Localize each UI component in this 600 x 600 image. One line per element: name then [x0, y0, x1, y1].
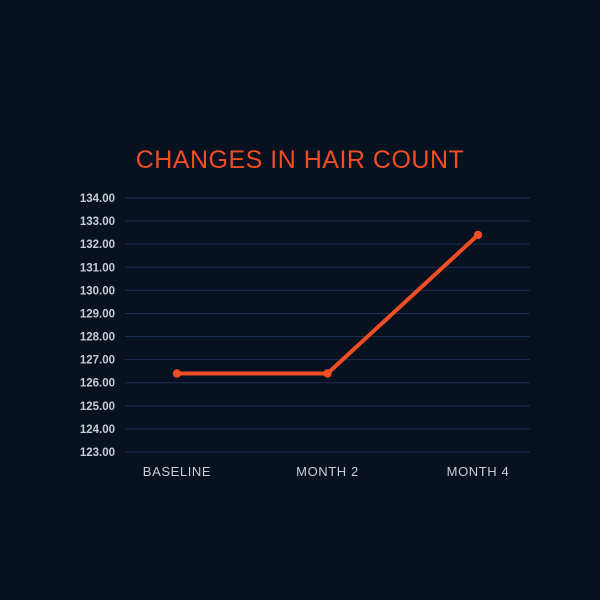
y-tick-label: 129.00: [80, 308, 115, 320]
data-point: [172, 369, 182, 378]
y-tick-label: 130.00: [80, 285, 115, 297]
y-tick-label: 127.00: [80, 355, 115, 367]
y-tick-label: 126.00: [80, 378, 115, 390]
x-tick-label: BASELINE: [143, 464, 211, 479]
y-tick-label: 131.00: [80, 262, 115, 274]
y-tick-label: 133.00: [80, 216, 115, 228]
y-tick-label: 125.00: [80, 401, 115, 413]
x-tick-label: MONTH 4: [447, 464, 510, 479]
data-line: [175, 232, 480, 376]
data-point: [323, 369, 332, 378]
y-tick-label: 132.00: [80, 239, 115, 251]
y-tick-label: 134.00: [80, 193, 115, 205]
data-point: [473, 230, 483, 240]
x-tick-label: MONTH 2: [296, 464, 359, 479]
chart-title: CHANGES IN HAIR COUNT: [135, 146, 465, 174]
y-tick-label: 128.00: [80, 332, 115, 344]
y-tick-label: 123.00: [80, 447, 115, 459]
y-tick-label: 124.00: [80, 424, 115, 436]
